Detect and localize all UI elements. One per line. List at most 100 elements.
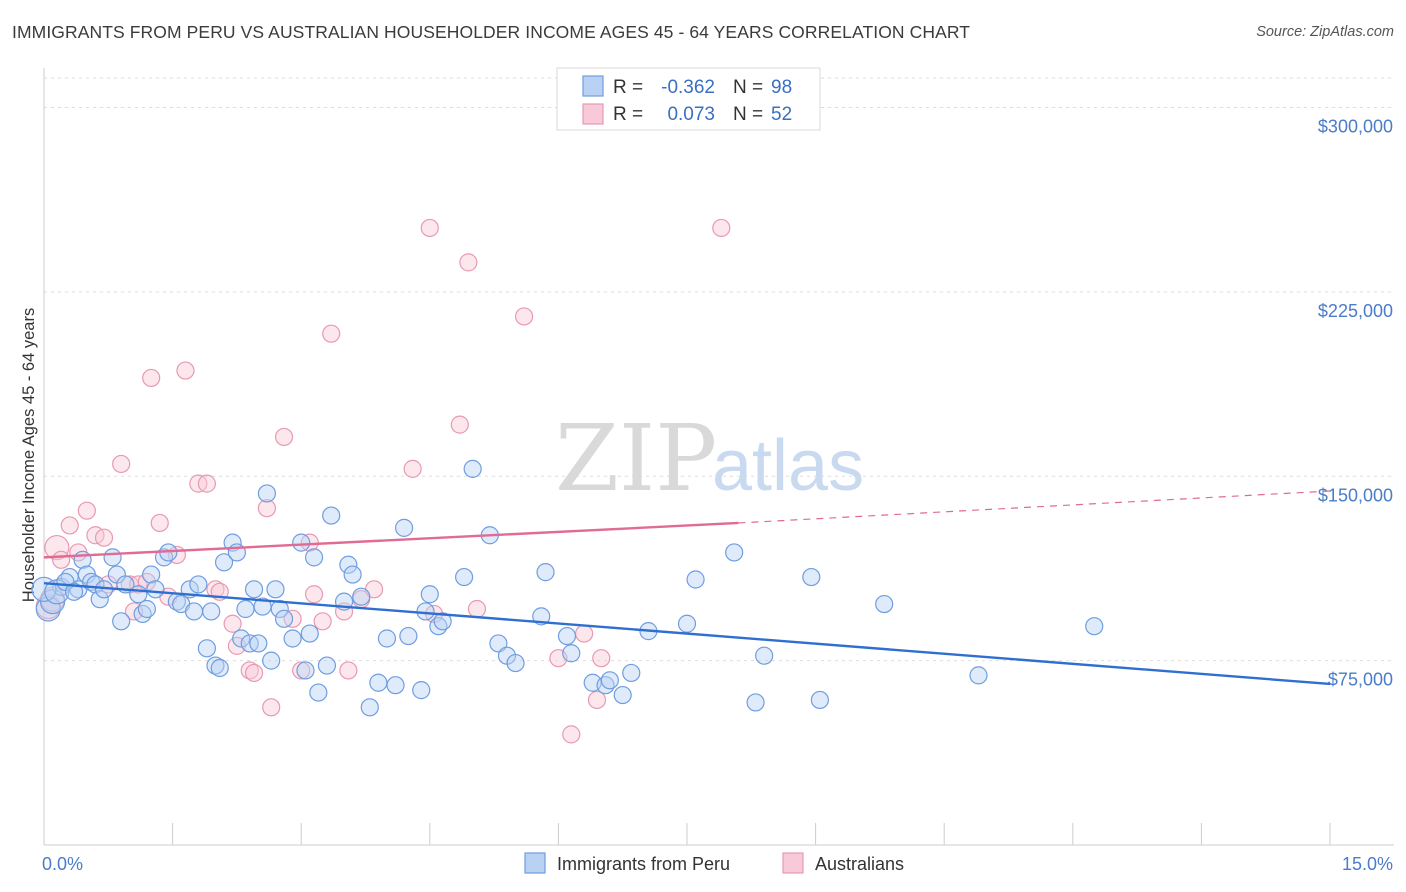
peru-point-44 [274, 609, 294, 628]
australians-point-34 [304, 585, 324, 604]
peru-point-69 [463, 459, 482, 478]
legend-r-label-peru: R = [613, 77, 643, 98]
x-tick-label-1: 15.0% [1342, 854, 1393, 874]
peru-point-35 [236, 599, 255, 619]
peru-point-57 [360, 698, 379, 717]
australians-point-42 [420, 218, 439, 238]
peru-point-60 [386, 676, 405, 695]
australians-point-21 [197, 474, 216, 493]
peru-point-45 [283, 629, 302, 648]
peru-point-67 [433, 612, 452, 631]
peru-point-86 [725, 543, 744, 562]
peru-point-46 [292, 533, 311, 552]
australians-point-24 [223, 614, 242, 633]
australians-point-50 [575, 624, 594, 643]
peru-point-92 [969, 666, 988, 685]
series-australians [35, 218, 731, 744]
peru-point-77 [562, 644, 581, 663]
y-tick-label-3: $300,000 [1318, 117, 1393, 137]
watermark-atlas: atlas [712, 426, 864, 506]
australians-point-3 [52, 550, 71, 569]
australians-point-6 [77, 501, 96, 520]
peru-point-88 [755, 646, 774, 665]
australians-point-32 [292, 661, 311, 680]
australians-point-52 [592, 649, 611, 668]
peru-point-56 [352, 587, 371, 606]
australians-point-46 [467, 599, 487, 619]
australians-point-10 [112, 454, 131, 474]
y-tick-label-2: $225,000 [1318, 301, 1393, 321]
gridlines [44, 77, 1394, 662]
peru-point-38 [249, 634, 268, 653]
peru-point-47 [296, 661, 315, 680]
legend-n-value-peru: 98 [771, 77, 792, 98]
australians-point-49 [562, 725, 581, 744]
legend-r-value-peru: -0.362 [661, 77, 715, 98]
y-tick-label-1: $150,000 [1318, 485, 1393, 505]
peru-point-11 [103, 548, 122, 567]
peru-point-17 [137, 599, 156, 619]
australians-point-38 [339, 661, 358, 680]
legend-n-label-peru: N = [733, 77, 763, 98]
peru-point-97 [64, 582, 84, 601]
australians-point-44 [450, 415, 469, 434]
peru-point-76 [557, 626, 577, 646]
bottom-legend-swatch-australians [782, 852, 804, 874]
peru-point-75 [536, 563, 555, 582]
australians-point-47 [515, 307, 534, 326]
peru-point-55 [343, 565, 362, 584]
legend-r-value-australians: 0.073 [667, 104, 715, 125]
legend-r-label-australians: R = [613, 104, 643, 125]
legend-n-label-australians: N = [733, 104, 763, 125]
legend-swatch-australians [582, 103, 604, 125]
x-tick-label-0: 0.0% [42, 854, 83, 874]
peru-point-40 [257, 484, 277, 503]
australians-point-8 [94, 528, 114, 547]
series-immigrants-from-peru [31, 459, 1104, 717]
bottom-legend-swatch-peru [524, 852, 546, 874]
peru-point-87 [746, 693, 765, 712]
peru-point-93 [1085, 617, 1104, 636]
peru-point-81 [613, 685, 632, 705]
trend-line-australians [43, 521, 739, 559]
australians-point-29 [262, 698, 281, 717]
legend-n-value-australians: 52 [771, 104, 792, 125]
peru-point-82 [622, 663, 641, 683]
australians-point-15 [142, 368, 161, 388]
trend-line-peru [43, 581, 1331, 686]
bottom-legend-label-peru: Immigrants from Peru [557, 854, 730, 874]
peru-point-37 [244, 580, 264, 599]
australians-point-19 [176, 361, 195, 380]
axes [43, 68, 1394, 846]
peru-point-51 [317, 656, 337, 675]
y-tick-label-0: $75,000 [1328, 670, 1393, 690]
peru-point-34 [232, 629, 251, 648]
peru-point-49 [304, 548, 324, 567]
peru-point-19 [146, 580, 165, 599]
watermark-zip: ZIP [555, 405, 717, 512]
australians-point-35 [313, 612, 332, 631]
peru-point-62 [399, 626, 418, 646]
trend-lines [43, 490, 1331, 686]
peru-point-65 [420, 585, 439, 604]
australians-point-28 [257, 499, 277, 518]
peru-point-52 [322, 506, 341, 525]
peru-point-73 [506, 653, 525, 673]
peru-point-61 [394, 518, 414, 537]
australians-point-53 [712, 218, 731, 238]
peru-point-9 [90, 590, 109, 609]
peru-point-13 [112, 612, 131, 631]
peru-point-90 [810, 690, 829, 710]
peru-point-85 [686, 570, 705, 589]
australians-point-41 [403, 459, 422, 478]
watermark: ZIP atlas [555, 405, 864, 512]
peru-point-71 [489, 634, 508, 653]
peru-point-26 [189, 575, 208, 594]
peru-point-25 [184, 602, 204, 621]
australians-point-36 [322, 324, 341, 343]
peru-point-48 [300, 624, 319, 643]
peru-point-41 [262, 651, 281, 670]
peru-point-27 [197, 639, 216, 658]
bottom-legend: Immigrants from Peru Australians [524, 852, 904, 874]
